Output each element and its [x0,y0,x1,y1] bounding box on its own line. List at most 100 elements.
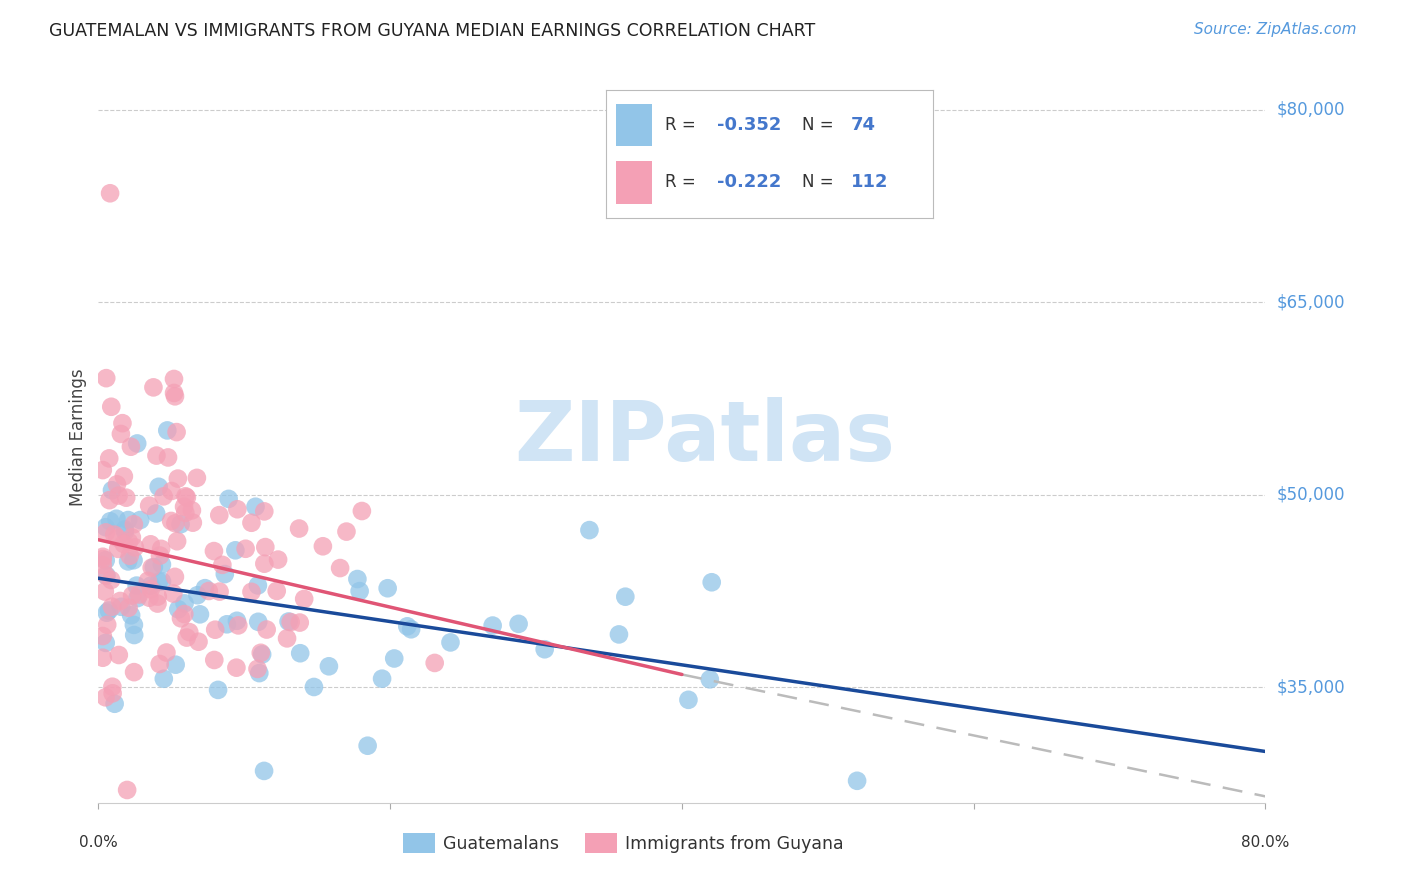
Point [110,427,132,442]
Point [174,506,197,520]
Point [167,602,190,616]
Point [846,773,869,788]
Point [160,483,183,498]
Point [226,614,249,628]
Point [162,586,184,600]
Point [187,634,209,648]
Point [146,590,169,604]
Point [249,646,271,660]
Point [112,469,135,483]
Point [377,581,399,595]
Point [148,480,170,494]
Point [148,574,170,589]
Point [101,483,124,498]
Point [253,504,276,518]
Point [117,554,139,568]
Point [112,537,135,551]
Point [94,568,117,582]
Point [153,672,176,686]
Point [240,585,263,599]
Point [139,579,162,593]
Point [169,517,191,532]
Point [678,693,700,707]
Point [614,590,637,604]
Point [167,472,190,486]
Point [194,581,217,595]
Point [224,543,246,558]
Point [181,516,204,530]
Point [170,611,193,625]
Point [533,642,555,657]
Point [277,615,299,629]
Point [98,514,121,528]
Text: GUATEMALAN VS IMMIGRANTS FROM GUYANA MEDIAN EARNINGS CORRELATION CHART: GUATEMALAN VS IMMIGRANTS FROM GUYANA MED… [49,22,815,40]
Point [700,575,723,590]
Point [163,386,186,401]
Point [118,549,141,563]
Point [145,449,167,463]
Point [280,615,302,629]
Point [208,508,231,523]
Point [103,527,125,541]
Point [423,656,446,670]
Point [247,615,270,629]
Point [215,617,238,632]
Point [91,552,114,566]
Point [173,596,195,610]
Point [101,599,124,614]
Point [149,549,172,563]
Point [211,558,233,572]
Point [226,502,249,516]
Point [349,584,371,599]
Point [439,635,461,649]
Point [122,665,145,680]
Point [318,659,340,673]
Point [155,646,177,660]
Point [142,380,165,394]
Point [91,549,114,564]
Point [91,650,114,665]
Text: $65,000: $65,000 [1277,293,1346,311]
Point [312,539,335,553]
Text: $35,000: $35,000 [1277,678,1346,697]
Point [253,764,276,778]
Point [107,541,129,556]
Point [250,648,273,662]
Point [253,557,276,571]
Point [110,599,132,614]
Point [136,574,159,588]
Point [156,424,179,438]
Point [118,534,141,549]
Point [508,616,530,631]
Point [202,544,225,558]
Point [481,618,503,632]
Point [96,568,118,582]
Legend: Guatemalans, Immigrants from Guyana: Guatemalans, Immigrants from Guyana [396,826,851,860]
Point [578,523,600,537]
Point [207,682,229,697]
Point [247,666,270,681]
Point [176,631,198,645]
Point [157,450,180,465]
Point [141,560,163,574]
Point [114,523,136,537]
Point [121,530,143,544]
Point [145,507,167,521]
Point [122,517,145,532]
Point [371,672,394,686]
Point [180,503,202,517]
Point [94,553,117,567]
Point [290,646,312,660]
Text: ZIPatlas: ZIPatlas [515,397,896,477]
Point [329,561,352,575]
Point [176,491,198,505]
Point [122,553,145,567]
Point [121,589,143,603]
Point [139,582,162,597]
Point [101,686,124,700]
Point [98,493,121,508]
Point [120,440,142,454]
Point [276,632,298,646]
Point [179,625,201,640]
Point [292,591,315,606]
